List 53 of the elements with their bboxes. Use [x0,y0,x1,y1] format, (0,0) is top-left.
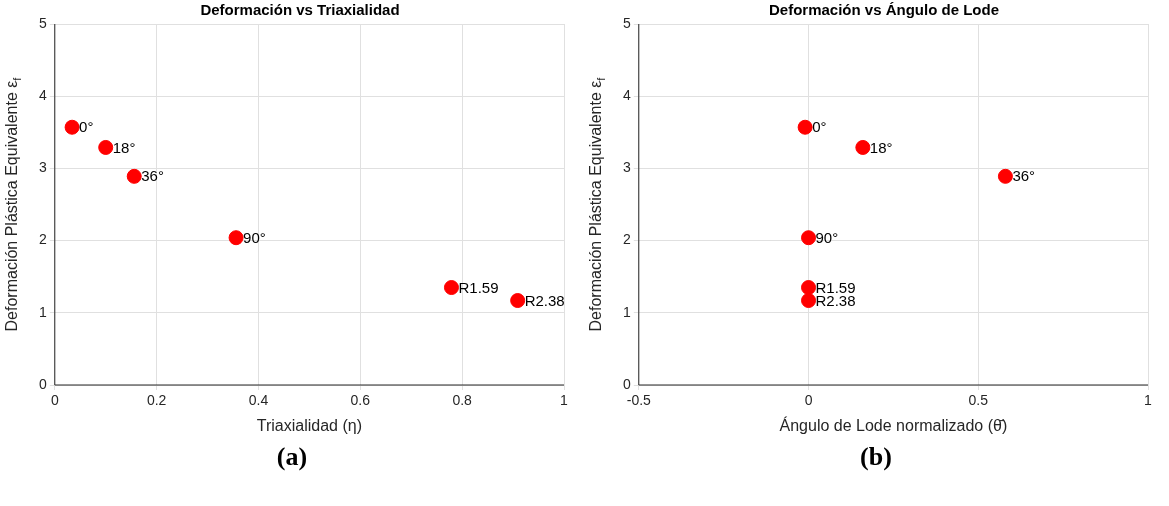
y-tick-label: 5 [622,14,631,31]
point [510,293,526,309]
x-tick-label: 0.2 [146,392,167,409]
x-axis-title: Triaxialidad (η) [256,416,362,434]
x-tick-label: 0.8 [452,392,473,409]
annotation: 90° [815,228,839,246]
point [228,230,244,246]
annotation: R2.38 [524,291,565,309]
x-tick-label: -0.5 [626,392,652,409]
y-axis-title: Deformación Plástica Equivalente εf [587,76,608,332]
x-tick-label: 1 [560,392,569,409]
annotation: 90° [243,228,266,246]
annotation: 18° [869,138,893,156]
point [797,119,813,135]
annotation: 0° [812,118,827,136]
point [98,139,114,155]
y-axis-title: Deformación Plástica Equivalente εf [3,76,24,332]
y-tick-label: 4 [622,87,631,104]
y-tick-label: 4 [38,87,47,104]
x-axis-title: Ángulo de Lode normalizado (θ̄) [779,415,1008,434]
y-tick-label: 0 [622,375,631,392]
annotation: 36° [141,167,164,185]
annotation: R1.59 [815,278,856,296]
point [64,119,80,135]
point [443,280,459,296]
annotation: 18° [112,138,136,156]
annotation: 36° [1012,167,1036,185]
x-tick-label: 0 [50,392,59,409]
y-tick-label: 1 [622,303,631,320]
x-tick-label: 0 [804,392,813,409]
point [801,293,817,309]
annotation: 0° [79,118,94,136]
y-tick-label: 0 [38,375,47,392]
y-tick-label: 1 [38,303,47,320]
chart-title: Deformación vs Ángulo de Lode [768,1,1000,19]
y-tick-label: 2 [38,231,47,248]
x-tick-label: 1 [1144,392,1153,409]
y-tick-label: 2 [622,231,631,248]
point [801,230,817,246]
text: (b) [859,442,893,472]
x-tick-label: 0.6 [350,392,371,409]
point [855,139,871,155]
point [126,168,142,184]
text: (a) [275,442,309,472]
annotation: R1.59 [458,278,499,296]
y-tick-label: 5 [38,14,47,31]
chart-title: Deformación vs Triaxialidad [200,1,400,19]
point [997,168,1013,184]
y-tick-label: 3 [622,159,631,176]
y-tick-label: 3 [38,159,47,176]
point [801,280,817,296]
x-tick-label: 0.5 [968,392,989,409]
x-tick-label: 0.4 [248,392,269,409]
